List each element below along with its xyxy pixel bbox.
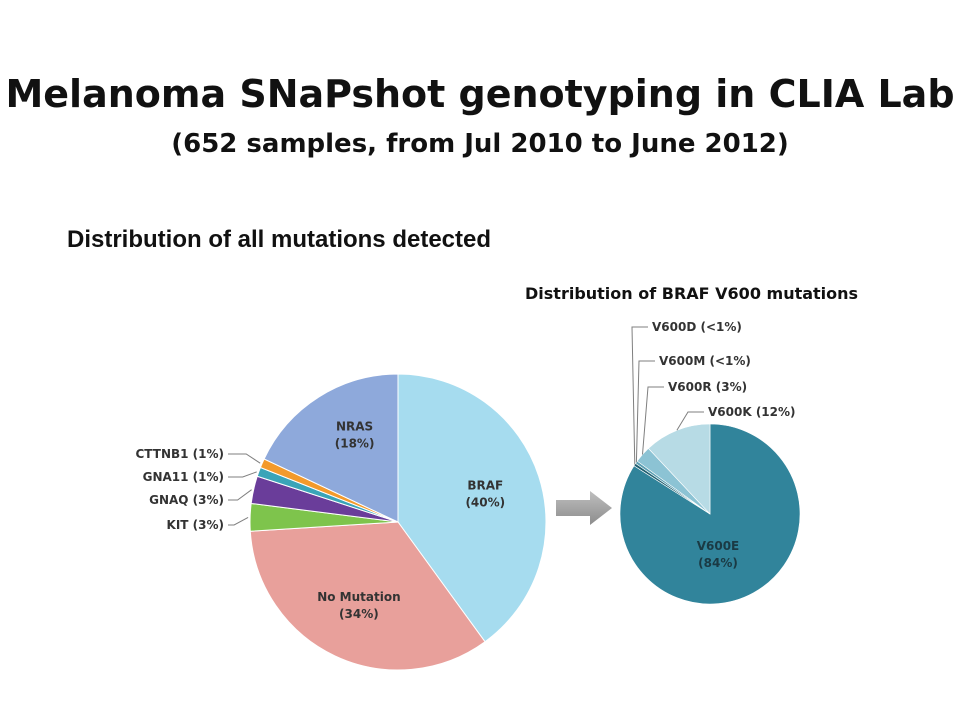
main-slice-cttnb1-leader — [228, 453, 261, 464]
braf-slice-v600m-leader — [635, 360, 655, 463]
braf-slice-v600k-label: V600K (12%) — [708, 405, 796, 419]
main-slice-braf-label: BRAF — [467, 479, 503, 493]
transition-arrow — [556, 491, 612, 525]
slide-subtitle: (652 samples, from Jul 2010 to June 2012… — [171, 129, 789, 159]
main-slice-no-mutation-pct: (34%) — [339, 607, 379, 621]
main-slice-gnaq-label: GNAQ (3%) — [149, 493, 224, 507]
braf-chart-caption: Distribution of BRAF V600 mutations — [525, 284, 859, 303]
braf-slice-v600k — [647, 423, 711, 515]
main-slice-nras — [263, 373, 399, 523]
braf-slice-v600d-leader — [631, 326, 648, 465]
braf-slice-v600m-label: V600M (<1%) — [659, 354, 751, 368]
main-slice-kit-label: KIT (3%) — [167, 518, 224, 532]
main-slice-no-mutation-label: No Mutation — [317, 590, 400, 604]
braf-slice-v600e-pct: (84%) — [698, 556, 738, 570]
braf-slice-v600r-label: V600R (3%) — [668, 380, 747, 394]
braf-slice-v600r-leader — [642, 386, 664, 455]
main-slice-braf — [397, 373, 547, 643]
main-slice-gna11-leader — [228, 471, 257, 478]
braf-slice-v600k-leader — [676, 411, 704, 431]
main-slice-cttnb1-label: CTTNB1 (1%) — [135, 447, 224, 461]
main-slice-nras-pct: (18%) — [335, 437, 375, 451]
main-slice-gnaq-leader — [228, 489, 252, 501]
slide-title: Melanoma SNaPshot genotyping in CLIA Lab — [5, 72, 955, 116]
main-slice-kit-leader — [228, 516, 249, 526]
main-slice-nras-label: NRAS — [336, 420, 373, 434]
braf-slice-v600e-label: V600E — [697, 539, 740, 553]
main-slice-gna11-label: GNA11 (1%) — [143, 470, 224, 484]
section-heading: Distribution of all mutations detected — [67, 226, 492, 253]
main-slice-no-mutation — [249, 521, 486, 671]
main-slice-braf-pct: (40%) — [465, 496, 505, 510]
braf-pie: V600E (84%) V600D (<1%) V600M (<1%) V600R (3… — [619, 320, 801, 605]
braf-slice-v600d-label: V600D (<1%) — [652, 320, 742, 334]
main-pie: BRAF (40%) No Mutation (34%) KIT (3%) GNAQ (3… — [135, 373, 547, 671]
